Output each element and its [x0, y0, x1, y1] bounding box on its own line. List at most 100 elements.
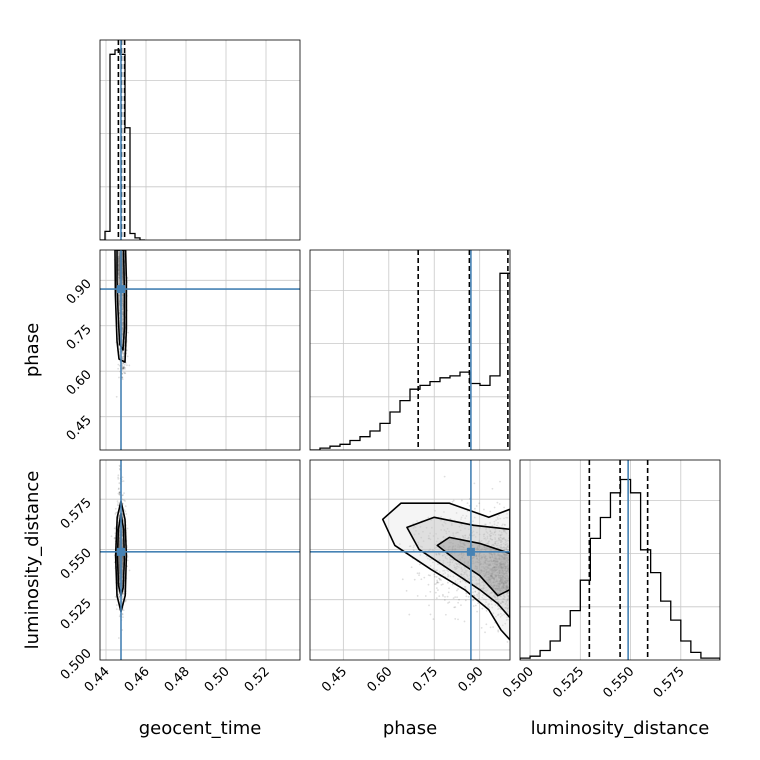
sample-point — [117, 269, 120, 272]
sample-point — [120, 248, 122, 250]
sample-point — [118, 566, 121, 569]
sample-point — [118, 309, 121, 311]
sample-point — [118, 270, 121, 272]
sample-point — [121, 321, 124, 323]
sample-point — [118, 562, 121, 565]
sample-point — [118, 276, 121, 279]
sample-point — [118, 269, 121, 272]
sample-point — [122, 303, 125, 306]
sample-point — [121, 248, 123, 250]
sample-point — [118, 268, 121, 271]
sample-point — [118, 270, 121, 273]
sample-point — [121, 598, 124, 601]
sample-point — [118, 561, 121, 564]
sample-point — [117, 590, 120, 593]
sample-point — [118, 545, 121, 548]
sample-point — [121, 570, 124, 573]
sample-point — [121, 629, 124, 631]
sample-point — [118, 244, 120, 246]
sample-point — [118, 302, 121, 305]
sample-point — [118, 569, 121, 572]
sample-point — [118, 563, 121, 566]
sample-point — [117, 558, 120, 560]
sample-point — [121, 541, 124, 544]
panel-frame — [99, 249, 301, 451]
sample-point — [121, 260, 124, 263]
sample-point — [118, 464, 121, 467]
sample-point — [118, 312, 121, 315]
sample-point — [117, 276, 120, 279]
sample-point — [123, 246, 125, 248]
sample-point — [121, 356, 124, 359]
sample-point — [118, 300, 121, 302]
sample-point — [121, 304, 124, 307]
sample-point — [121, 241, 123, 243]
sample-point — [117, 263, 120, 266]
sample-point — [118, 559, 121, 562]
sample-point — [127, 331, 129, 334]
sample-point — [122, 305, 124, 307]
sample-point — [118, 255, 121, 258]
sample-point — [118, 271, 121, 274]
sample-point — [117, 268, 120, 271]
sample-point — [118, 568, 121, 571]
sample-point — [118, 269, 121, 272]
sample-point — [118, 264, 121, 267]
sample-point — [118, 539, 121, 542]
sample-point — [118, 269, 120, 272]
sample-point — [121, 277, 124, 279]
sample-point — [117, 282, 120, 285]
sample-point — [121, 559, 124, 561]
sample-point — [121, 272, 124, 275]
sample-point — [122, 357, 125, 360]
sample-point — [118, 560, 121, 563]
sample-point — [118, 259, 121, 262]
sample-point — [118, 242, 120, 244]
sample-point — [118, 482, 121, 484]
sample-point — [118, 283, 121, 285]
sample-point — [521, 572, 523, 574]
sample-point — [118, 559, 121, 562]
sample-point — [121, 252, 124, 255]
sample-point — [119, 457, 121, 459]
sample-point — [122, 244, 124, 246]
sample-point — [117, 258, 120, 261]
sample-point — [121, 569, 124, 572]
sample-point — [118, 544, 121, 546]
sample-point — [117, 268, 120, 271]
sample-point — [118, 565, 121, 568]
sample-point — [118, 263, 121, 265]
sample-point — [121, 540, 124, 543]
sample-point — [118, 266, 121, 269]
sample-point — [118, 241, 120, 243]
sample-point — [118, 259, 120, 262]
sample-point — [122, 366, 125, 369]
sample-point — [117, 558, 120, 561]
sample-point — [118, 247, 120, 249]
sample-point — [121, 269, 124, 271]
sample-point — [122, 355, 125, 358]
sample-point — [118, 564, 121, 567]
sample-point — [113, 537, 116, 540]
sample-point — [118, 254, 121, 256]
sample-point — [117, 281, 120, 284]
sample-point — [118, 250, 121, 253]
sample-point — [118, 539, 121, 542]
sample-point — [118, 272, 121, 274]
sample-point — [117, 276, 120, 278]
sample-point — [117, 271, 120, 274]
sample-point — [122, 367, 124, 370]
sample-point — [121, 569, 124, 572]
sample-point — [122, 313, 124, 316]
sample-point — [118, 259, 121, 261]
sample-point — [121, 273, 124, 275]
sample-point — [117, 261, 120, 264]
sample-point — [121, 335, 124, 338]
sample-point — [123, 243, 125, 245]
sample-point — [121, 564, 124, 566]
sample-point — [118, 259, 121, 262]
hist-panel-geocent_time — [100, 40, 300, 240]
sample-point — [120, 246, 122, 248]
sample-point — [118, 556, 120, 559]
sample-point — [115, 604, 118, 606]
